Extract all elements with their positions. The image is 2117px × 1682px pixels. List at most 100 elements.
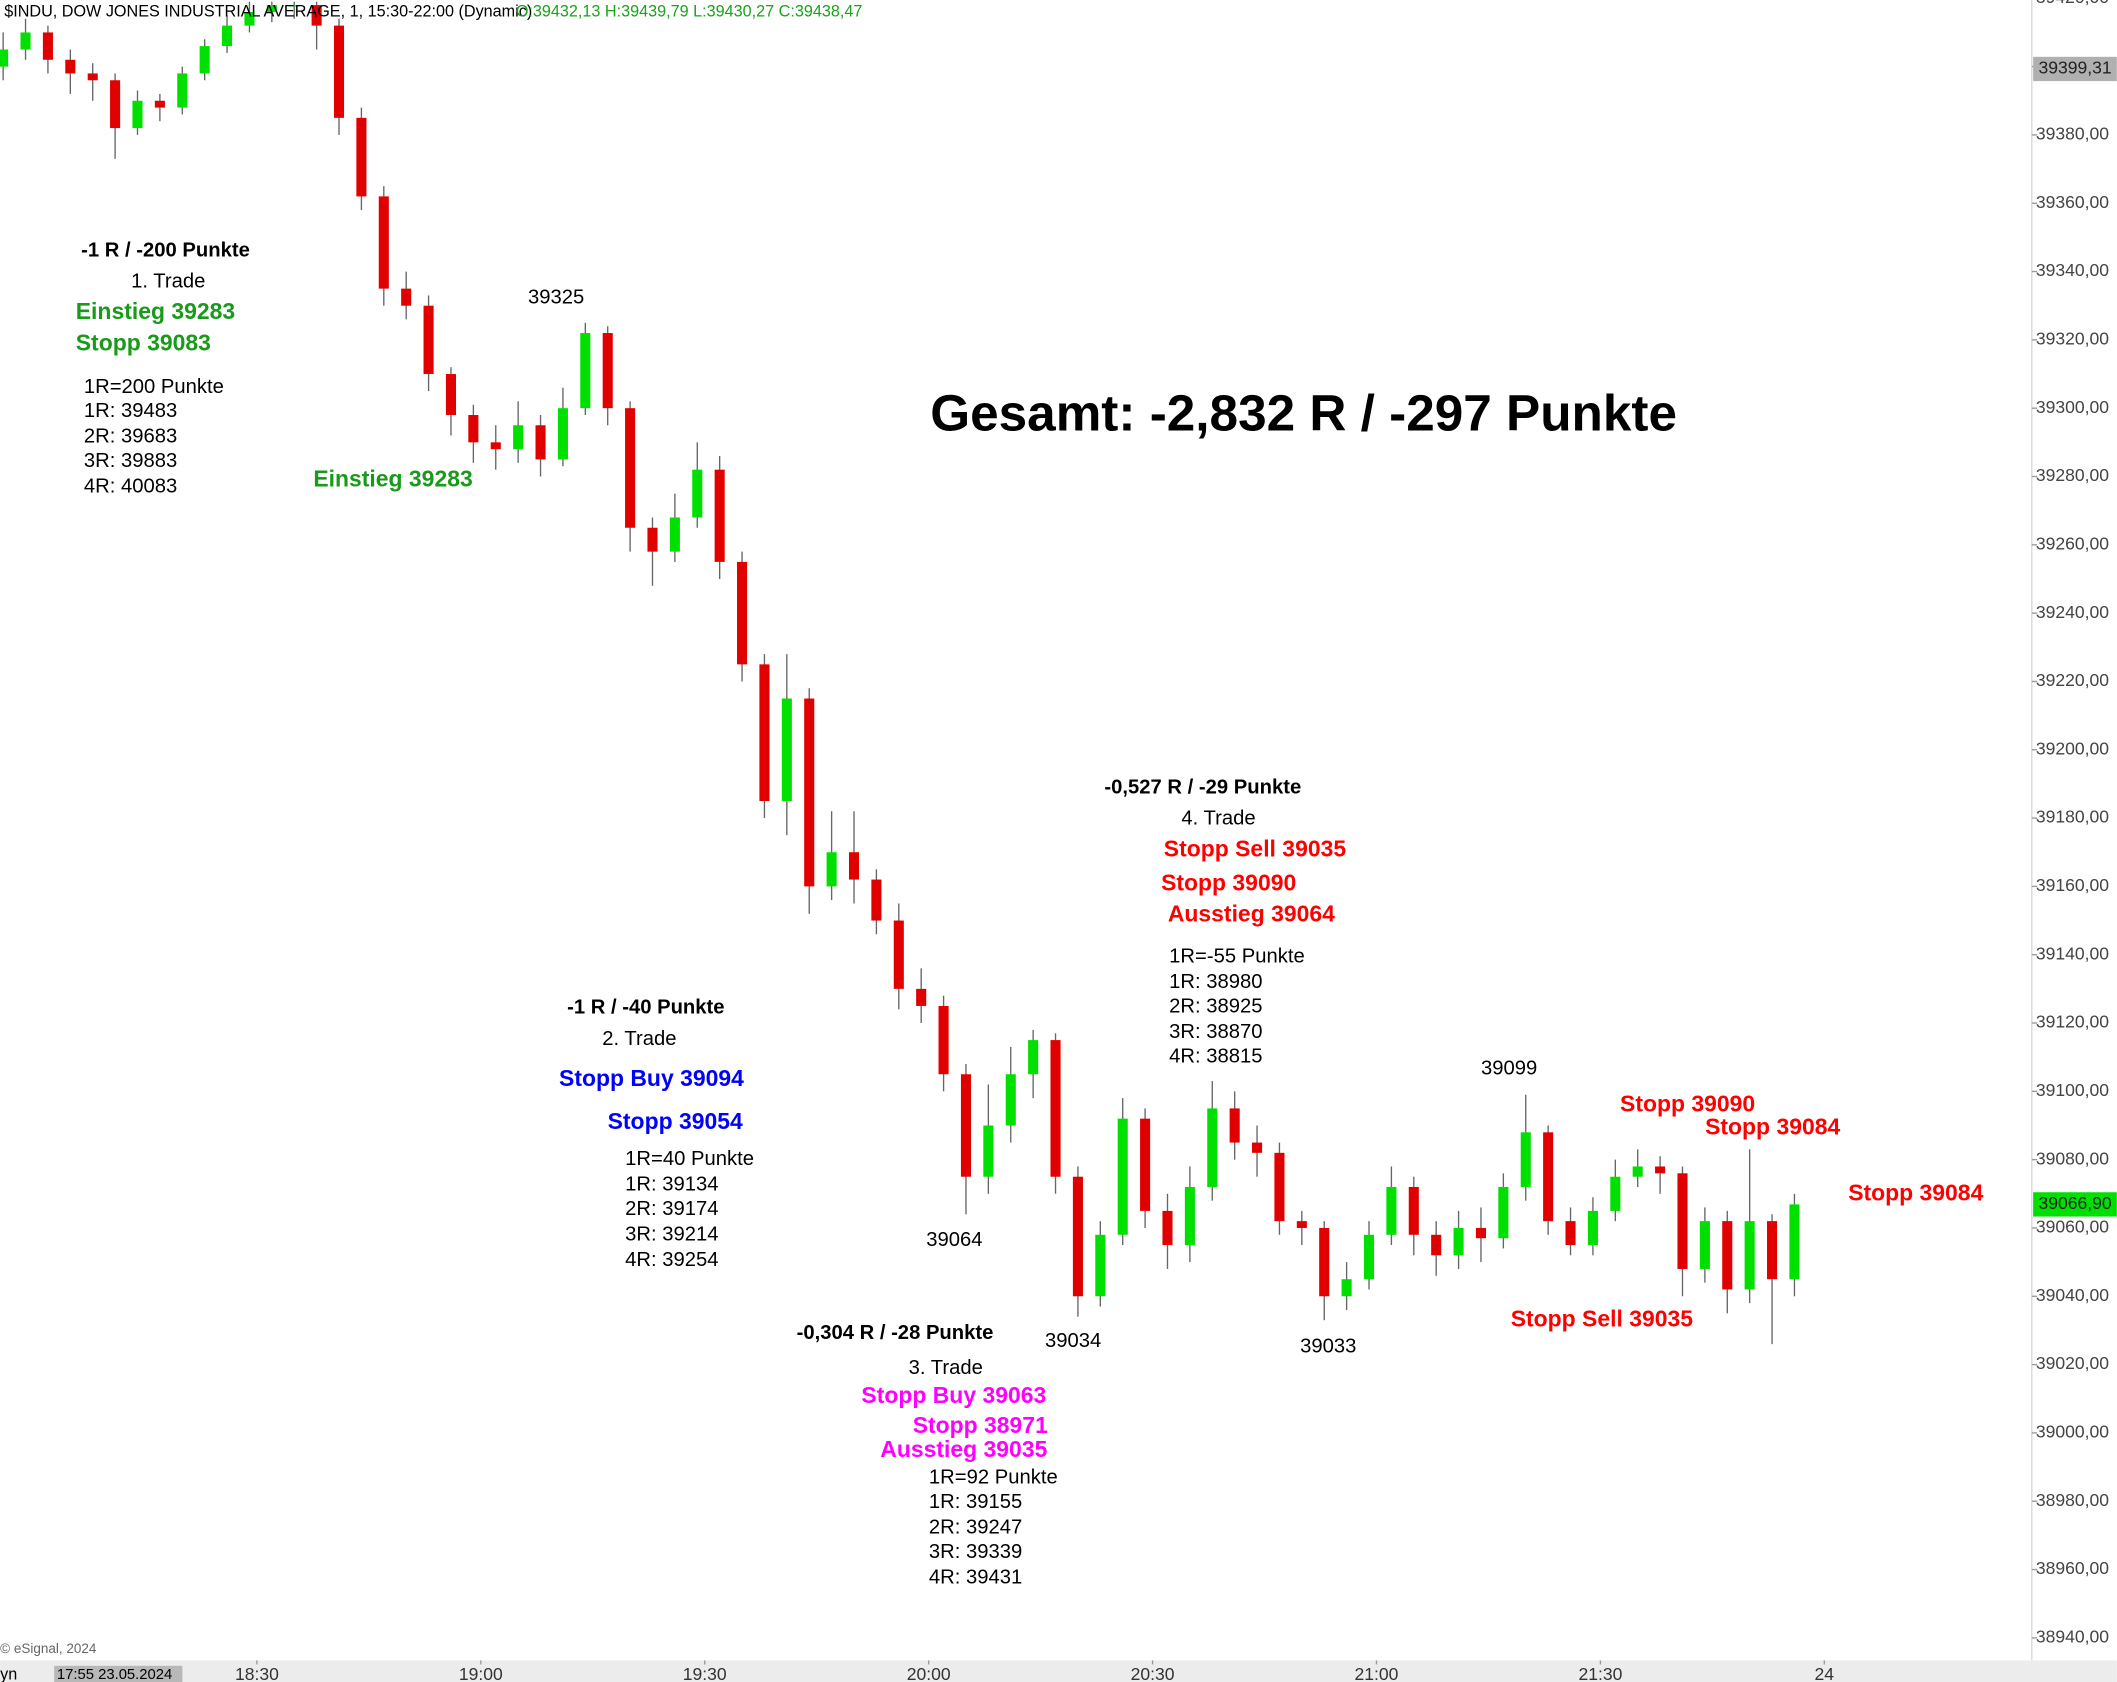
candle-body <box>1543 1132 1554 1222</box>
annotation: 39325 <box>528 287 584 309</box>
candle-body <box>1252 1142 1263 1153</box>
candle-body <box>714 469 725 562</box>
candle-body <box>1431 1234 1442 1256</box>
y-tick-label: 39180,00 <box>2036 807 2109 827</box>
annotation: -0,304 R / -28 Punkte <box>797 1322 994 1344</box>
candle-body <box>311 5 322 26</box>
candle-body <box>535 425 546 460</box>
annotation: Stopp 39084 <box>1848 1180 1983 1206</box>
candle-body <box>557 408 568 460</box>
annotation: Gesamt: -2,832 R / -297 Punkte <box>930 385 1677 442</box>
candle-body <box>1767 1221 1778 1280</box>
annotation: 4R: 39431 <box>929 1566 1022 1588</box>
candle-body <box>1453 1227 1464 1256</box>
annotation: 4R: 40083 <box>84 476 177 498</box>
price-marker <box>2033 1192 2117 1217</box>
candle-body <box>781 698 792 801</box>
y-tick-label: 39020,00 <box>2036 1353 2109 1373</box>
annotation: Stopp 38971 <box>913 1412 1048 1438</box>
annotation: Einstieg 39283 <box>76 298 235 324</box>
annotation: 1R=92 Punkte <box>929 1467 1058 1489</box>
annotation: 3R: 38870 <box>1169 1021 1262 1043</box>
time-axis-panel <box>0 1660 2117 1682</box>
x-tick-label: 21:00 <box>1355 1664 1399 1682</box>
candle-body <box>20 32 31 50</box>
y-tick-label: 39140,00 <box>2036 943 2109 963</box>
candle-body <box>1005 1074 1016 1126</box>
candle-body <box>602 333 613 409</box>
candle-body <box>1699 1221 1710 1269</box>
y-tick-label: 39200,00 <box>2036 738 2109 758</box>
x-tick-label: 24 <box>1815 1664 1835 1682</box>
candle-body <box>1319 1227 1330 1297</box>
y-tick-label: 39380,00 <box>2036 124 2109 144</box>
candle-body <box>1587 1210 1598 1246</box>
candle-body <box>871 879 882 921</box>
candle-body <box>333 25 345 118</box>
candle-body <box>1363 1234 1375 1280</box>
annotation: 39064 <box>926 1229 982 1251</box>
status-time: 17:55 23.05.2024 <box>57 1667 172 1682</box>
candle-body <box>0 49 9 67</box>
candle-body <box>893 920 904 989</box>
candle-body <box>154 100 165 108</box>
annotation: Stopp Buy 39094 <box>559 1065 744 1091</box>
candle-body <box>222 25 233 47</box>
candle-body <box>1184 1186 1195 1246</box>
annotation: 4R: 38815 <box>1169 1045 1262 1067</box>
candle-body <box>1050 1040 1061 1177</box>
candle-body <box>938 1005 949 1075</box>
y-tick-label: 39240,00 <box>2036 602 2109 622</box>
candle-body <box>244 11 255 26</box>
annotation: 2R: 38925 <box>1169 995 1262 1017</box>
annotation: 1R: 39483 <box>84 400 177 422</box>
candle-body <box>916 988 927 1006</box>
x-tick-label: 21:30 <box>1578 1664 1622 1682</box>
annotation: 2R: 39683 <box>84 426 177 448</box>
annotation: 4. Trade <box>1181 808 1255 830</box>
y-tick-label: 39260,00 <box>2036 533 2109 553</box>
candle-body <box>804 698 815 887</box>
candle-body <box>1274 1152 1285 1222</box>
price-axis-panel <box>2031 0 2117 1682</box>
candle-body <box>983 1125 994 1177</box>
candle-body <box>1117 1118 1128 1235</box>
annotation: 3R: 39339 <box>929 1541 1022 1563</box>
candle-body <box>1162 1210 1173 1246</box>
x-tick-label: 18:30 <box>235 1664 279 1682</box>
annotation: Stopp 39090 <box>1161 869 1296 895</box>
candle-body <box>1229 1108 1240 1143</box>
candle-body <box>423 305 434 375</box>
plot-area <box>0 1 1800 1345</box>
y-tick-label: 39100,00 <box>2036 1080 2109 1100</box>
price-marker-label: 39066,90 <box>2039 1193 2112 1213</box>
candle-body <box>580 333 591 409</box>
header-ohlc: O:39432,13 H:39439,79 L:39430,27 C:39438… <box>516 2 863 20</box>
candle-body <box>132 100 143 129</box>
annotation: Stopp 39084 <box>1705 1114 1840 1140</box>
y-tick-label: 39300,00 <box>2036 397 2109 417</box>
header-title: $INDU, DOW JONES INDUSTRIAL AVERAGE, 1, … <box>4 2 532 20</box>
candle-body <box>1207 1108 1218 1187</box>
candle-body <box>1072 1176 1083 1297</box>
candle-body <box>1632 1166 1643 1177</box>
candle-body <box>1028 1040 1039 1075</box>
annotation: -1 R / -200 Punkte <box>81 239 250 261</box>
candle-body <box>1386 1186 1397 1235</box>
y-tick-label: 39160,00 <box>2036 875 2109 895</box>
annotation: 1R=200 Punkte <box>84 376 224 398</box>
y-tick-label: 39040,00 <box>2036 1285 2109 1305</box>
annotation: 3R: 39214 <box>625 1224 718 1246</box>
candle-body <box>110 80 121 129</box>
annotation: 39033 <box>1300 1336 1356 1358</box>
x-tick-label: 19:00 <box>459 1664 503 1682</box>
annotation: Stopp 39083 <box>76 329 211 355</box>
annotation: Einstieg 39283 <box>313 466 472 492</box>
annotation: 1R: 38980 <box>1169 971 1262 993</box>
candle-body <box>401 288 412 306</box>
candle-body <box>1520 1132 1531 1187</box>
y-tick-label: 38940,00 <box>2036 1626 2109 1646</box>
candle-body <box>759 664 770 801</box>
footer-copyright: © eSignal, 2024 <box>0 1641 97 1656</box>
candle-body <box>468 415 479 443</box>
